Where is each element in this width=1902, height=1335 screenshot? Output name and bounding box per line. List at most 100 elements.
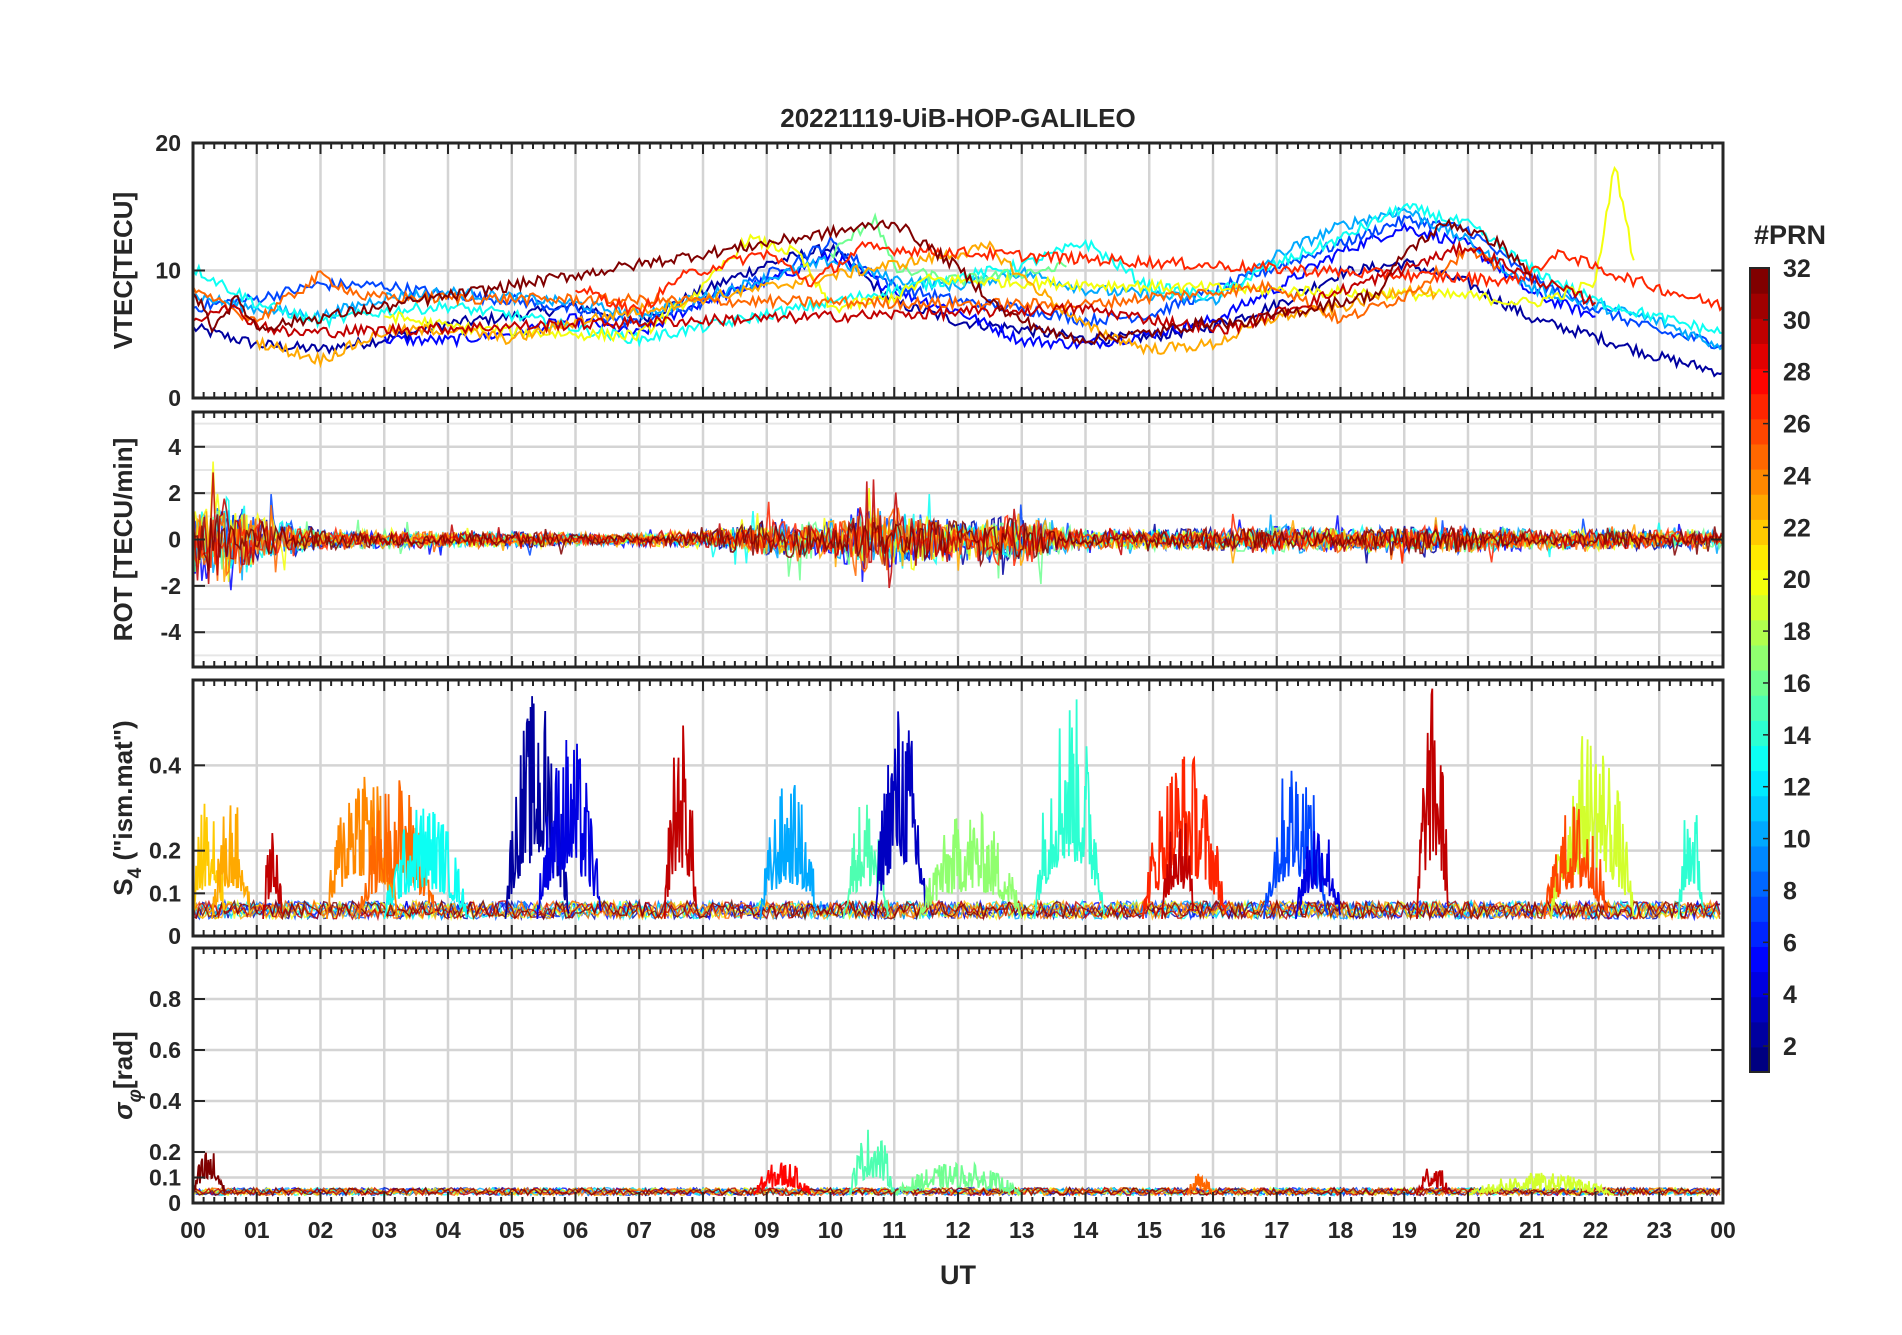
colorbar-band (1750, 1046, 1769, 1073)
x-tick-label: 09 (754, 1217, 780, 1243)
panel-vtec: 0 10 20 VTEC[TECU] (108, 130, 1725, 411)
x-tick-label: 20 (1455, 1217, 1481, 1243)
x-tick-label: 22 (1583, 1217, 1609, 1243)
vtec-series-prn-30 (193, 239, 1597, 339)
colorbar-band (1750, 594, 1769, 621)
sigma_phi-burst-prn-25 (1186, 1173, 1214, 1196)
colorbar-band (1750, 946, 1769, 973)
colorbar-tick-label: 18 (1783, 618, 1811, 646)
x-tick-labels: 00 01 02 03 04 05 06 07 08 09 10 11 12 13 14 15 16 17 18 19… (180, 1217, 1736, 1243)
rot-y-ticks: -4 -2 0 2 4 (161, 434, 1723, 645)
s4-burst-prn-30 (1161, 823, 1195, 919)
sigma_phi-y-axis-label: σφ[rad] (108, 1031, 146, 1119)
colorbar-frame (1749, 267, 1770, 1073)
vtec-x-ticks (192, 143, 1724, 398)
vtec-series-prn-13 (193, 202, 1723, 348)
rot-series-prn-30 (193, 472, 1723, 589)
colorbar-tick-label: 4 (1783, 981, 1797, 1009)
sigma_phi-ytick-label: 0.8 (149, 986, 181, 1012)
colorbar-tick-label: 32 (1783, 255, 1811, 283)
x-tick-label: 14 (1073, 1217, 1099, 1243)
sigma_phi-burst-prn-15 (848, 1129, 895, 1196)
s4-burst-prn-13 (383, 808, 468, 920)
s4-baseline-prn-25 (193, 898, 1721, 922)
s4-burst-prn-30 (1416, 688, 1450, 919)
sigma_phi-burst-prn-32 (193, 1152, 226, 1196)
s4-ytick-label: 0.4 (149, 752, 181, 778)
vtec-data (193, 165, 1723, 378)
colorbar-tick-label: 10 (1783, 826, 1811, 854)
s4-burst-prn-3 (874, 711, 927, 919)
x-tick-label: 12 (945, 1217, 971, 1243)
colorbar-tick-label: 24 (1783, 462, 1811, 490)
sigma_phi-burst-prn-30 (1416, 1168, 1450, 1196)
s4-burst-prn-2 (504, 696, 570, 919)
s4-burst-prn-4 (1295, 831, 1342, 919)
colorbar-tick-label: 8 (1783, 877, 1797, 905)
chart-title: 20221119-UiB-HOP-GALILEO (780, 103, 1135, 133)
panel-s4: 0 0.1 0.2 0.4S4 ("ism.mat") (108, 678, 1725, 949)
x-tick-label: 08 (690, 1217, 716, 1243)
x-tick-label: 04 (435, 1217, 461, 1243)
x-tick-label: 00 (1710, 1217, 1736, 1243)
s4-burst-prn-27 (1142, 755, 1227, 919)
s4-burst-prn-14 (1677, 815, 1705, 919)
vtec-ytick-label: 0 (168, 385, 181, 411)
x-tick-label: 19 (1391, 1217, 1417, 1243)
x-tick-label: 10 (818, 1217, 844, 1243)
s4-burst-prn-14 (1033, 699, 1105, 919)
colorbar-tick-label: 28 (1783, 359, 1811, 387)
colorbar-tick-label: 6 (1783, 929, 1797, 957)
colorbar-band (1750, 268, 1769, 294)
s4-burst-prn-30 (663, 725, 697, 919)
colorbar-band (1750, 871, 1769, 897)
colorbar-band (1750, 795, 1769, 822)
x-tick-label: 02 (308, 1217, 334, 1243)
colorbar-band (1750, 519, 1769, 545)
colorbar-band (1750, 393, 1769, 420)
vtec-series-prn-7 (193, 212, 1723, 350)
colorbar-band (1750, 971, 1769, 998)
s4-burst-prn-19 (1550, 736, 1635, 920)
sigma_phi-ytick-label: 0.2 (149, 1139, 181, 1165)
colorbar-tick-label: 2 (1783, 1033, 1797, 1061)
x-tick-label: 13 (1009, 1217, 1035, 1243)
s4-burst-prn-4 (536, 739, 602, 919)
colorbar-band (1750, 1021, 1769, 1048)
s4-burst-prn-17 (918, 810, 1023, 919)
colorbar-band (1750, 720, 1769, 746)
x-tick-label: 16 (1200, 1217, 1226, 1243)
vtec-y-ticks: 0 10 20 (155, 130, 1723, 411)
x-tick-label: 21 (1519, 1217, 1545, 1243)
x-tick-label: 05 (499, 1217, 525, 1243)
sigma_phi-ytick-label: 0.1 (149, 1165, 181, 1191)
colorbar-tick-label: 12 (1783, 774, 1811, 802)
panel-sigma_phi: 00.10.20.40.60.8σφ[rad]00 01 02 03 04 05 06 07 0… (108, 946, 1736, 1243)
rot-ytick-label: 0 (168, 527, 181, 553)
colorbar-band (1750, 368, 1769, 395)
colorbar-tick-label: 20 (1783, 566, 1811, 594)
s4-burst-prn-10 (759, 784, 818, 920)
s4-y-axis-label: S4 ("ism.mat") (108, 720, 146, 895)
x-tick-label: 15 (1136, 1217, 1162, 1243)
colorbar-band (1750, 644, 1769, 671)
x-tick-label: 01 (244, 1217, 270, 1243)
colorbar-band (1750, 670, 1769, 696)
colorbar-band (1750, 921, 1769, 947)
vtec-series-prn-27 (574, 240, 1723, 319)
s4-ytick-label: 0.1 (149, 880, 181, 906)
rot-ytick-label: -4 (161, 619, 182, 645)
sigma_phi-ytick-label: 0 (168, 1190, 181, 1216)
x-tick-label: 17 (1264, 1217, 1290, 1243)
rot-series-prn-32 (193, 514, 1723, 571)
sigma_phi-ytick-label: 0.6 (149, 1037, 181, 1063)
colorbar-band (1750, 443, 1769, 470)
s4-burst-prn-30 (262, 833, 283, 919)
colorbar-band (1750, 544, 1769, 571)
rot-ytick-label: 4 (168, 434, 181, 460)
s4-burst-prn-26 (1543, 806, 1609, 919)
colorbar-band (1750, 569, 1769, 596)
x-tick-label: 11 (882, 1217, 907, 1243)
vtec-series-prn-10 (193, 206, 1723, 351)
